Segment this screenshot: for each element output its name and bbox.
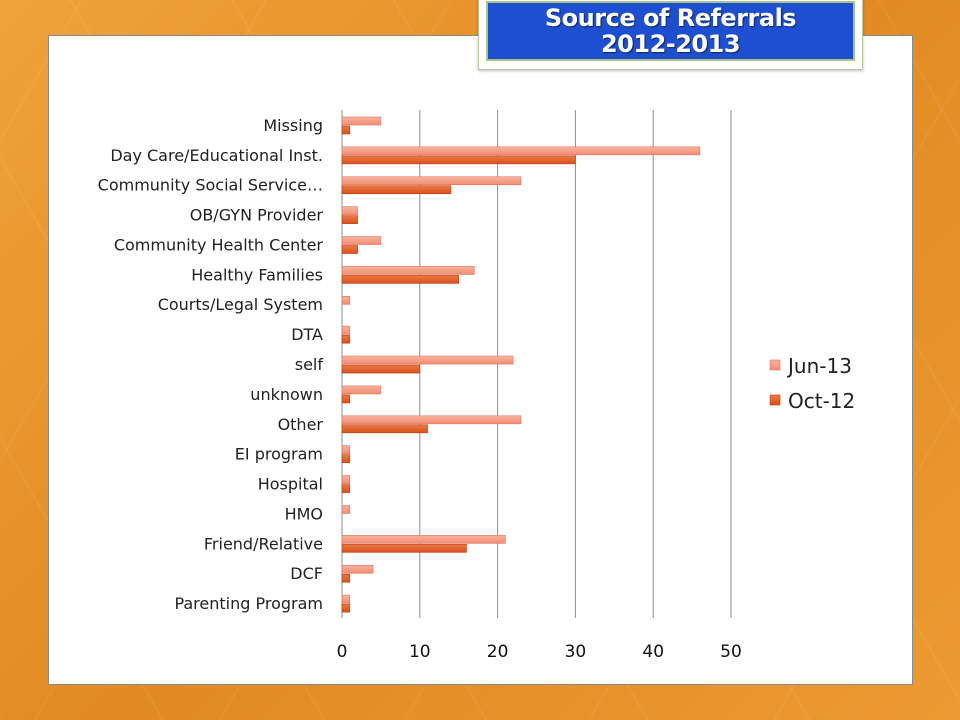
bar-oct12 bbox=[341, 484, 351, 493]
bar-jun13 bbox=[341, 505, 351, 514]
bar-jun13 bbox=[341, 295, 351, 305]
legend-swatch bbox=[769, 394, 781, 406]
category-label: Parenting Program bbox=[174, 594, 323, 613]
category-label: Missing bbox=[263, 116, 323, 135]
bar-oct12 bbox=[341, 275, 459, 284]
category-label: Community Social Service… bbox=[98, 176, 323, 195]
category-label: self bbox=[295, 355, 324, 374]
bar-oct12 bbox=[341, 215, 358, 224]
bar-jun13 bbox=[341, 325, 351, 335]
bar-oct12 bbox=[341, 185, 452, 195]
bar-jun13 bbox=[341, 385, 382, 395]
category-label: DTA bbox=[291, 325, 323, 344]
bar-oct12 bbox=[341, 603, 351, 613]
bar-jun13 bbox=[341, 176, 522, 186]
title-line-1: Source of Referrals bbox=[544, 4, 797, 32]
bar-jun13 bbox=[341, 116, 382, 126]
category-label: DCF bbox=[290, 564, 323, 583]
title-box: Source of Referrals 2012-2013 bbox=[478, 0, 863, 70]
bar-jun13 bbox=[341, 594, 351, 604]
legend-label: Jun-13 bbox=[786, 354, 852, 378]
legend-label: Oct-12 bbox=[788, 389, 855, 413]
x-tick-label: 0 bbox=[337, 642, 348, 662]
bar-oct12 bbox=[341, 334, 351, 344]
bar-oct12 bbox=[341, 364, 421, 374]
bar-oct12 bbox=[341, 125, 351, 135]
category-label: Friend/Relative bbox=[204, 534, 323, 553]
bar-jun13 bbox=[341, 266, 475, 275]
x-tick-label: 30 bbox=[565, 642, 587, 662]
category-label: Other bbox=[278, 415, 324, 434]
bar-jun13 bbox=[341, 146, 701, 156]
bar-oct12 bbox=[341, 155, 576, 165]
bar-oct12 bbox=[341, 394, 351, 404]
bar-oct12 bbox=[341, 454, 351, 464]
bar-oct12 bbox=[341, 245, 358, 254]
category-label: Courts/Legal System bbox=[158, 295, 323, 314]
bar-oct12 bbox=[341, 424, 428, 434]
category-label: unknown bbox=[250, 385, 323, 404]
category-label: Day Care/Educational Inst. bbox=[110, 146, 323, 165]
category-label: EI program bbox=[235, 445, 323, 464]
bar-jun13 bbox=[341, 206, 358, 215]
x-tick-label: 10 bbox=[409, 642, 431, 662]
bar-jun13 bbox=[341, 564, 374, 574]
x-tick-label: 20 bbox=[487, 642, 509, 662]
category-label: Hospital bbox=[258, 475, 323, 494]
x-tick-label: 50 bbox=[720, 642, 742, 662]
category-label: Community Health Center bbox=[114, 235, 324, 254]
bar-oct12 bbox=[341, 544, 467, 553]
category-label: HMO bbox=[285, 504, 323, 523]
title-banner: Source of Referrals 2012-2013 bbox=[486, 1, 855, 61]
x-tick-label: 40 bbox=[642, 642, 664, 662]
title-line-2: 2012-2013 bbox=[600, 30, 741, 58]
bar-oct12 bbox=[341, 573, 351, 583]
bar-jun13 bbox=[341, 355, 514, 365]
legend-swatch bbox=[769, 359, 781, 371]
bar-jun13 bbox=[341, 535, 506, 544]
category-label: Healthy Families bbox=[191, 265, 323, 284]
bar-jun13 bbox=[341, 415, 522, 425]
bar-jun13 bbox=[341, 475, 351, 484]
bar-jun13 bbox=[341, 236, 382, 245]
category-label: OB/GYN Provider bbox=[190, 206, 324, 225]
bar-jun13 bbox=[341, 445, 351, 455]
